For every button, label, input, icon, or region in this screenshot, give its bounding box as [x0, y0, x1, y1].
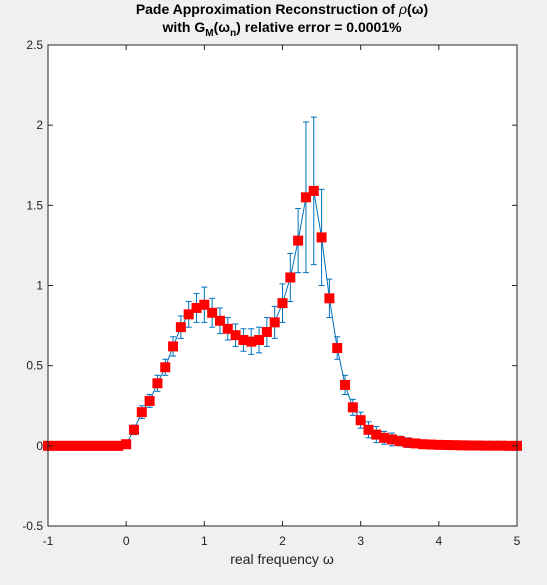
data-point: [246, 336, 257, 347]
data-point: [222, 323, 233, 334]
data-point: [441, 440, 452, 451]
data-point: [496, 440, 507, 451]
data-point: [121, 439, 132, 450]
data-point: [136, 407, 147, 418]
y-tick-label: 1: [36, 279, 43, 293]
data-point: [300, 192, 311, 203]
data-point: [316, 232, 327, 243]
data-point: [97, 440, 108, 451]
y-tick-label: 0.5: [26, 359, 43, 373]
data-point: [457, 440, 468, 451]
data-point: [410, 438, 421, 449]
data-point: [175, 322, 186, 333]
data-point: [472, 440, 483, 451]
data-point: [363, 424, 374, 435]
data-point: [152, 378, 163, 389]
data-point: [347, 402, 358, 413]
data-point: [160, 362, 171, 373]
data-point: [199, 299, 210, 310]
data-point: [504, 440, 515, 451]
data-point: [379, 432, 390, 443]
data-point: [66, 440, 77, 451]
data-point: [214, 315, 225, 326]
series-marks: [43, 116, 522, 451]
data-point: [207, 307, 218, 318]
data-point: [465, 440, 476, 451]
chart-title-line1: Pade Approximation Reconstruction of ρ(ω…: [136, 1, 428, 17]
y-tick-label: -0.5: [22, 519, 43, 533]
data-point: [332, 343, 343, 354]
data-point: [449, 440, 460, 451]
data-point: [308, 185, 319, 196]
y-tick-label: 1.5: [26, 198, 43, 212]
data-point: [89, 440, 100, 451]
data-point: [238, 335, 249, 346]
y-tick-label: 2.5: [26, 38, 43, 52]
data-point: [128, 424, 139, 435]
data-point: [82, 440, 93, 451]
data-point: [433, 439, 444, 450]
data-point: [480, 440, 491, 451]
x-tick-label: 2: [279, 534, 286, 548]
data-point: [402, 437, 413, 448]
data-point: [426, 439, 437, 450]
data-point: [293, 235, 304, 246]
y-tick-label: 2: [36, 118, 43, 132]
x-tick-label: 0: [123, 534, 130, 548]
data-point: [324, 293, 335, 304]
data-point: [230, 330, 241, 341]
data-point: [50, 440, 61, 451]
data-point: [269, 317, 280, 328]
data-point: [168, 341, 179, 352]
data-point: [144, 395, 155, 406]
x-tick-label: 4: [435, 534, 442, 548]
data-point: [105, 440, 116, 451]
data-point: [394, 436, 405, 447]
data-point: [386, 434, 397, 445]
x-axis-label: real frequency ω: [230, 551, 334, 567]
data-point: [191, 302, 202, 313]
x-tick-label: 1: [201, 534, 208, 548]
chart-title-line2: with GM(ωn) relative error = 0.0001%: [161, 19, 402, 39]
y-tick-label: 0: [36, 439, 43, 453]
data-point: [371, 429, 382, 440]
data-point: [113, 440, 124, 451]
data-point: [277, 298, 288, 309]
axis-ticks: -1 0 1 2 3 4 5 -0.5 0 0.5 1 1.5 2 2.5: [22, 38, 520, 548]
data-point: [340, 379, 351, 390]
x-tick-label: 5: [514, 534, 521, 548]
x-tick-label: -1: [43, 534, 54, 548]
data-point: [58, 440, 69, 451]
data-point: [355, 415, 366, 426]
x-tick-label: 3: [357, 534, 364, 548]
data-point: [261, 326, 272, 337]
data-point: [418, 439, 429, 450]
data-point: [74, 440, 85, 451]
data-point: [183, 309, 194, 320]
data-point: [488, 440, 499, 451]
data-point: [254, 335, 265, 346]
data-point: [285, 272, 296, 283]
